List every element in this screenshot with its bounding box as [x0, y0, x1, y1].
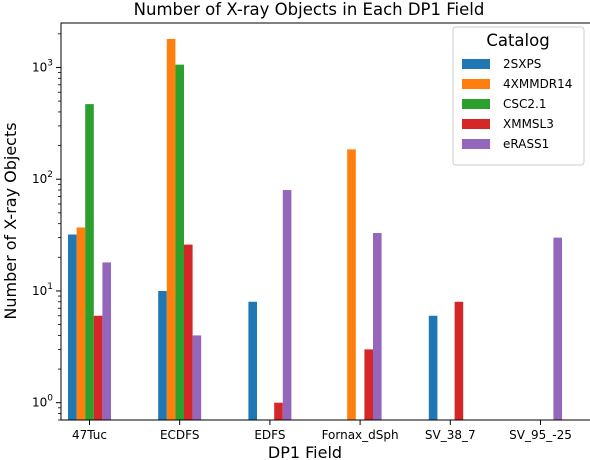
bar-xmmsl3-sv-38-7: [454, 301, 464, 420]
y-tick-label: 100: [32, 394, 53, 410]
bar-csc2-1-47tuc: [85, 104, 94, 421]
legend-title: Catalog: [486, 31, 549, 50]
bars-group: [68, 38, 562, 421]
bar-erass1-47tuc: [102, 262, 111, 420]
y-tick-label: 102: [32, 170, 53, 186]
bar-erass1-fornax-dsph: [373, 233, 382, 420]
x-tick-label-sv-38-7: SV_38_7: [425, 428, 476, 442]
bar-xmmsl3-fornax-dsph: [364, 349, 373, 420]
bar-csc2-1-ecdfs: [175, 64, 184, 420]
bar-4xmmdr14-fornax-dsph: [347, 149, 356, 420]
x-tick-label-ecdfs: ECDFS: [160, 428, 200, 442]
legend: Catalog 2SXPS 4XMMDR14 CSC2.1 XMMSL3 eRASS1: [452, 26, 585, 166]
x-tick-label-sv-95-25: SV_95_-25: [509, 428, 572, 442]
legend-label-4xmmdr14: 4XMMDR14: [503, 77, 572, 91]
bar-2sxps-sv-38-7: [428, 315, 438, 420]
plot-frame: [60, 22, 590, 421]
x-axis-ticks: 47Tuc ECDFS EDFS Fornax_dSph SV_38_7 SV_95_-2…: [72, 420, 572, 442]
bar-xmmsl3-edfs: [274, 402, 283, 420]
y-axis-label: Number of X-ray Objects: [1, 122, 20, 319]
bar-xmmsl3-47tuc: [93, 315, 103, 420]
legend-swatch-erass1: [462, 139, 490, 149]
legend-label-2sxps: 2SXPS: [503, 57, 541, 71]
x-tick-label-47tuc: 47Tuc: [72, 428, 107, 442]
bar-2sxps-47tuc: [68, 234, 77, 420]
y-tick-label: 101: [32, 282, 53, 298]
y-axis-ticks: 100 101 102 103: [32, 33, 61, 421]
legend-swatch-xmmsl3: [462, 119, 490, 129]
legend-swatch-4xmmdr14: [462, 79, 490, 89]
legend-label-erass1: eRASS1: [503, 137, 549, 151]
chart-title: Number of X-ray Objects in Each DP1 Fiel…: [134, 0, 485, 19]
x-tick-label-edfs: EDFS: [254, 428, 285, 442]
x-axis-label: DP1 Field: [268, 443, 342, 460]
x-tick-label-fornax-dsph: Fornax_dSph: [322, 428, 399, 442]
bar-4xmmdr14-47tuc: [76, 227, 86, 420]
legend-swatch-2sxps: [462, 59, 490, 69]
legend-label-xmmsl3: XMMSL3: [503, 117, 554, 131]
bar-erass1-sv-95-25: [553, 237, 562, 420]
bar-2sxps-edfs: [248, 301, 257, 420]
legend-label-csc2-1: CSC2.1: [503, 97, 546, 111]
bar-2sxps-ecdfs: [158, 290, 167, 420]
bar-erass1-ecdfs: [192, 335, 202, 420]
bar-erass1-edfs: [282, 190, 292, 420]
y-tick-label: 103: [32, 58, 53, 74]
legend-swatch-csc2-1: [462, 99, 490, 109]
bar-4xmmdr14-ecdfs: [166, 38, 176, 420]
bar-xmmsl3-ecdfs: [184, 244, 193, 420]
